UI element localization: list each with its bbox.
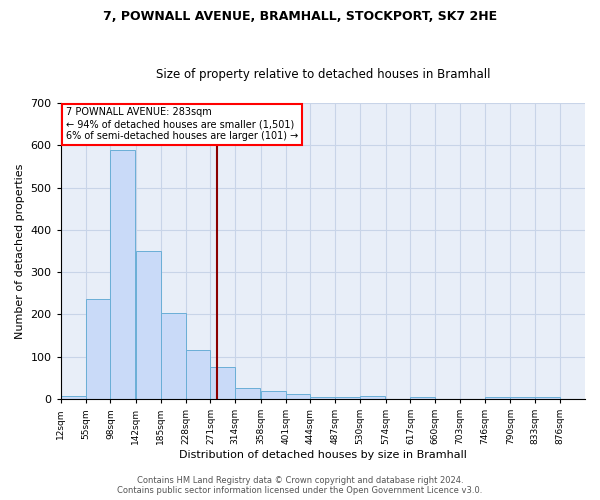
Bar (235, 388, 260, 399)
Bar (86, 299, 110, 399)
Bar (185, 350, 211, 399)
X-axis label: Distribution of detached houses by size in Bramhall: Distribution of detached houses by size … (179, 450, 467, 460)
Text: 7, POWNALL AVENUE, BRAMHALL, STOCKPORT, SK7 2HE: 7, POWNALL AVENUE, BRAMHALL, STOCKPORT, … (103, 10, 497, 23)
Bar (161, 313, 185, 399)
Bar (410, 397, 435, 399)
Text: Contains HM Land Registry data © Crown copyright and database right 2024.
Contai: Contains HM Land Registry data © Crown c… (118, 476, 482, 495)
Bar (261, 392, 286, 399)
Text: 7 POWNALL AVENUE: 283sqm
← 94% of detached houses are smaller (1,501)
6% of semi: 7 POWNALL AVENUE: 283sqm ← 94% of detach… (66, 108, 298, 140)
Bar (310, 397, 335, 399)
Bar (511, 397, 535, 399)
Bar (286, 394, 310, 399)
Bar (335, 397, 360, 399)
Bar (61, 396, 86, 399)
Bar (211, 368, 235, 399)
Bar (485, 397, 510, 399)
Title: Size of property relative to detached houses in Bramhall: Size of property relative to detached ho… (155, 68, 490, 81)
Bar (535, 397, 560, 399)
Bar (110, 150, 135, 399)
Y-axis label: Number of detached properties: Number of detached properties (15, 164, 25, 338)
Bar (360, 396, 385, 399)
Bar (136, 252, 161, 399)
